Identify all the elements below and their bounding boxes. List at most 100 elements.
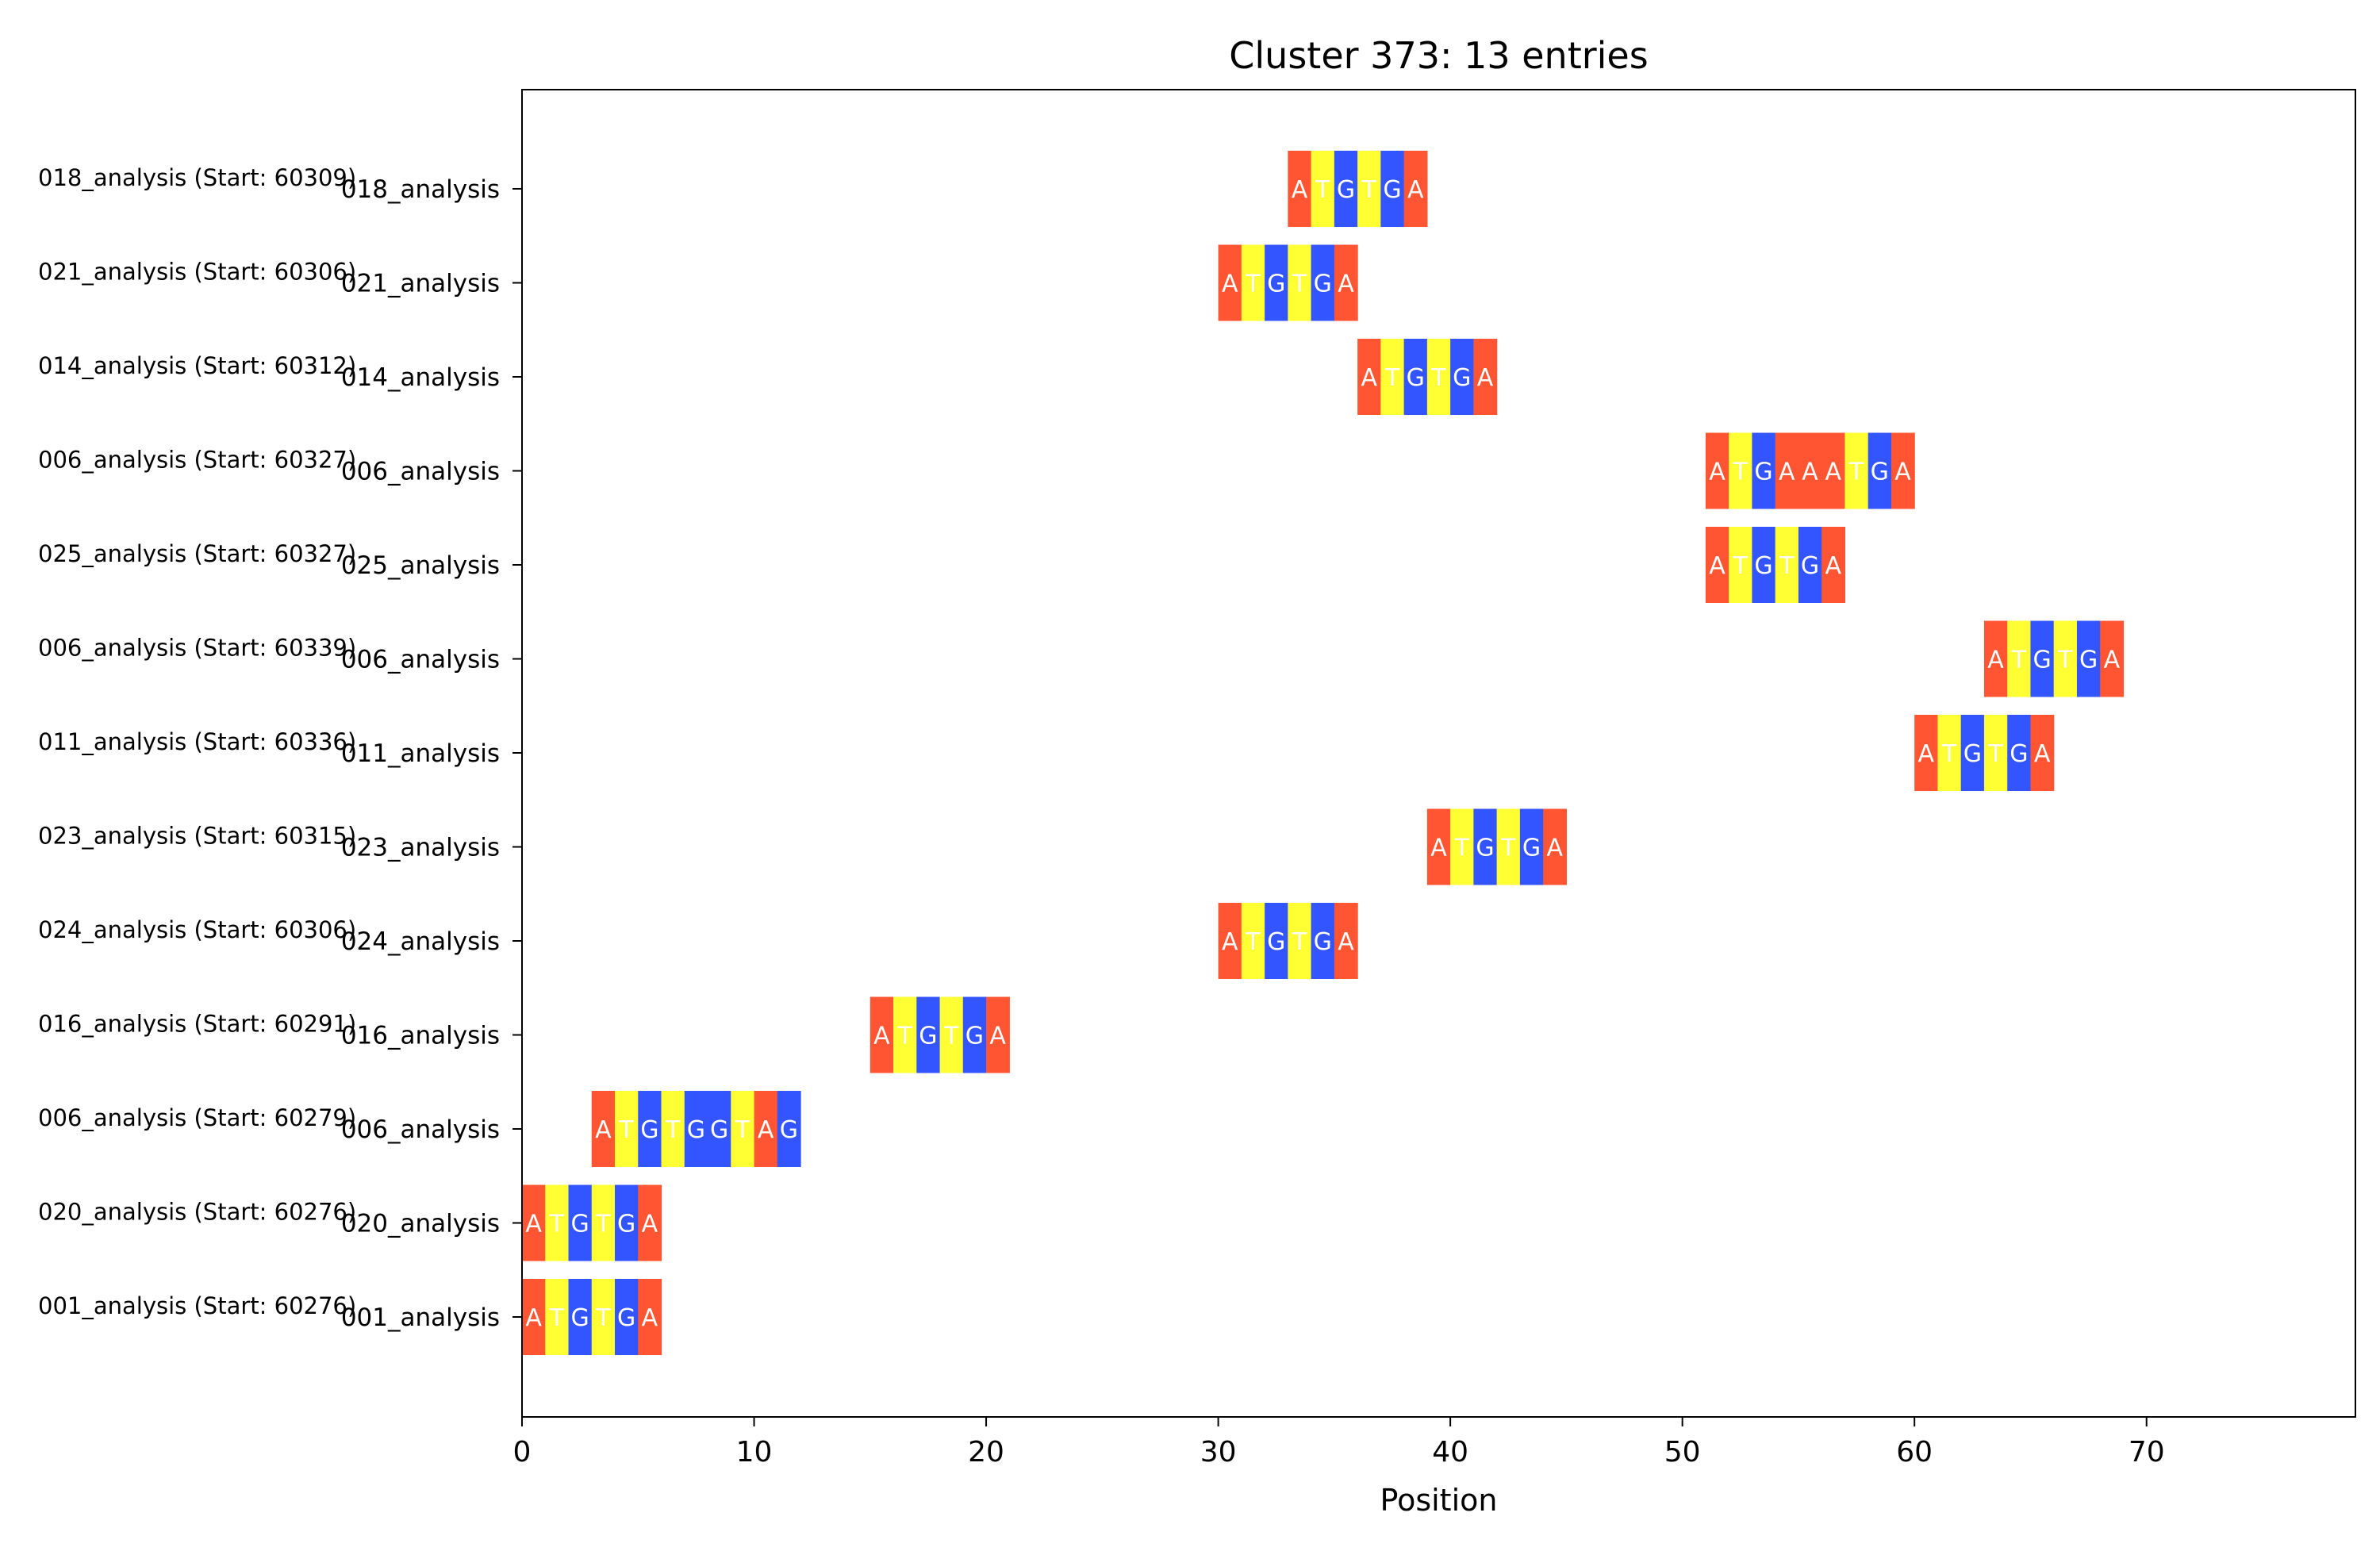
base-letter: A bbox=[642, 1304, 658, 1332]
entry-label: 018_analysis (Start: 60309) bbox=[38, 164, 356, 191]
x-tick-label: 40 bbox=[1432, 1436, 1468, 1468]
base-a-block bbox=[638, 1279, 662, 1355]
base-g-block bbox=[1403, 339, 1428, 415]
base-letter: T bbox=[1848, 459, 1864, 486]
base-letter: G bbox=[1314, 928, 1332, 956]
base-letter: G bbox=[1476, 835, 1494, 862]
base-t-block bbox=[1844, 432, 1869, 509]
base-letter: G bbox=[1522, 835, 1541, 862]
base-letter: A bbox=[2104, 647, 2121, 674]
base-g-block bbox=[1265, 244, 1288, 321]
y-tick-label: 018_analysis bbox=[341, 175, 500, 204]
base-letter: G bbox=[617, 1211, 635, 1238]
base-letter: T bbox=[1430, 364, 1446, 392]
base-t-block bbox=[1983, 715, 2008, 791]
base-letter: T bbox=[2057, 647, 2073, 674]
base-a-block bbox=[1891, 432, 1915, 509]
base-t-block bbox=[615, 1091, 639, 1167]
base-letter: A bbox=[1292, 176, 1308, 204]
base-letter: A bbox=[1222, 928, 1238, 956]
x-tick-label: 20 bbox=[968, 1436, 1004, 1468]
base-letter: T bbox=[1292, 271, 1307, 298]
entry-label: 020_analysis (Start: 60276) bbox=[38, 1199, 356, 1226]
base-letter: T bbox=[897, 1023, 913, 1050]
base-letter: G bbox=[2010, 740, 2028, 768]
base-letter: G bbox=[687, 1116, 705, 1144]
base-t-block bbox=[1288, 903, 1312, 979]
base-letter: A bbox=[1407, 176, 1424, 204]
base-letter: A bbox=[1779, 459, 1795, 486]
base-letter: A bbox=[1361, 364, 1377, 392]
base-g-block bbox=[684, 1091, 708, 1167]
base-t-block bbox=[591, 1184, 616, 1261]
base-t-block bbox=[1729, 432, 1753, 509]
base-letter: A bbox=[595, 1116, 612, 1144]
y-tick-label: 024_analysis bbox=[341, 927, 500, 956]
base-letter: A bbox=[1338, 271, 1354, 298]
entry-label: 021_analysis (Start: 60306) bbox=[38, 259, 356, 286]
base-letter: T bbox=[1361, 176, 1377, 204]
base-a-block bbox=[1334, 244, 1358, 321]
base-g-block bbox=[568, 1279, 593, 1355]
base-t-block bbox=[2053, 620, 2078, 697]
entry-label: 001_analysis (Start: 60276) bbox=[38, 1292, 356, 1319]
base-g-block bbox=[1265, 903, 1288, 979]
base-a-block bbox=[1426, 808, 1451, 885]
base-t-block bbox=[1426, 339, 1451, 415]
base-letter: T bbox=[595, 1304, 611, 1332]
entry-label: 006_analysis (Start: 60327) bbox=[38, 447, 356, 474]
base-a-block bbox=[638, 1184, 662, 1261]
base-letter: A bbox=[525, 1211, 542, 1238]
entry-label: 024_analysis (Start: 60306) bbox=[38, 916, 356, 943]
base-g-block bbox=[1311, 244, 1335, 321]
base-letter: G bbox=[2033, 647, 2051, 674]
base-a-block bbox=[1821, 432, 1846, 509]
base-letter: T bbox=[735, 1116, 750, 1144]
x-tick-label: 30 bbox=[1200, 1436, 1237, 1468]
base-t-block bbox=[1775, 527, 1799, 603]
base-t-block bbox=[1937, 715, 1962, 791]
base-letter: G bbox=[965, 1023, 984, 1050]
y-tick-label: 001_analysis bbox=[341, 1303, 500, 1332]
base-letter: A bbox=[1918, 740, 1935, 768]
base-t-block bbox=[1380, 339, 1405, 415]
base-a-block bbox=[1218, 244, 1242, 321]
chart-title: Cluster 373: 13 entries bbox=[1229, 34, 1648, 77]
base-letter: A bbox=[1894, 459, 1911, 486]
base-t-block bbox=[1288, 244, 1312, 321]
base-t-block bbox=[1357, 151, 1381, 227]
entry-label: 016_analysis (Start: 60291) bbox=[38, 1011, 356, 1038]
entry-label: 025_analysis (Start: 60327) bbox=[38, 540, 356, 567]
base-letter: A bbox=[1222, 271, 1238, 298]
base-a-block bbox=[1821, 527, 1846, 603]
y-tick-label: 014_analysis bbox=[341, 363, 500, 392]
base-letter: A bbox=[1709, 459, 1726, 486]
base-g-block bbox=[1798, 527, 1822, 603]
base-letter: G bbox=[2079, 647, 2098, 674]
base-g-block bbox=[1960, 715, 1985, 791]
base-a-block bbox=[1357, 339, 1381, 415]
base-letter: A bbox=[873, 1023, 890, 1050]
base-letter: T bbox=[595, 1211, 611, 1238]
base-t-block bbox=[1450, 808, 1474, 885]
y-tick-label: 021_analysis bbox=[341, 270, 500, 298]
base-g-block bbox=[708, 1091, 731, 1167]
base-g-block bbox=[2030, 620, 2055, 697]
entry-label: 006_analysis (Start: 60339) bbox=[38, 635, 356, 662]
x-tick-label: 0 bbox=[513, 1436, 532, 1468]
base-letter: T bbox=[1315, 176, 1330, 204]
base-letter: G bbox=[1754, 459, 1772, 486]
base-g-block bbox=[1334, 151, 1358, 227]
base-letter: T bbox=[1941, 740, 1957, 768]
base-g-block bbox=[638, 1091, 662, 1167]
y-tick-label: 025_analysis bbox=[341, 551, 500, 580]
base-g-block bbox=[615, 1184, 639, 1261]
base-a-block bbox=[1914, 715, 1939, 791]
base-g-block bbox=[615, 1279, 639, 1355]
